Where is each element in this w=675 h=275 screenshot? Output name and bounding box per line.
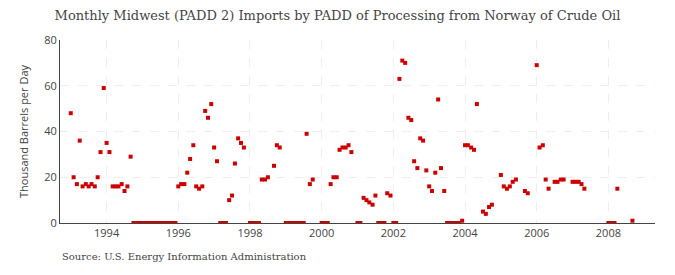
svg-text:20: 20 — [44, 169, 57, 184]
svg-text:1998: 1998 — [237, 225, 262, 240]
svg-text:40: 40 — [44, 123, 57, 138]
svg-text:Source: U.S. Energy Informatio: Source: U.S. Energy Information Administ… — [62, 251, 307, 262]
svg-text:2004: 2004 — [452, 225, 478, 240]
svg-text:2006: 2006 — [524, 225, 549, 240]
svg-text:80: 80 — [44, 32, 57, 47]
svg-text:2002: 2002 — [381, 225, 406, 240]
svg-text:1994: 1994 — [94, 225, 120, 240]
svg-text:Monthly Midwest (PADD 2) Impor: Monthly Midwest (PADD 2) Imports by PADD… — [55, 8, 621, 23]
svg-text:2000: 2000 — [309, 225, 334, 240]
svg-text:0: 0 — [51, 215, 57, 230]
svg-text:Thousand Barrels per Day: Thousand Barrels per Day — [16, 65, 31, 198]
svg-text:1996: 1996 — [166, 225, 191, 240]
svg-text:2008: 2008 — [596, 225, 621, 240]
svg-text:60: 60 — [44, 78, 57, 93]
